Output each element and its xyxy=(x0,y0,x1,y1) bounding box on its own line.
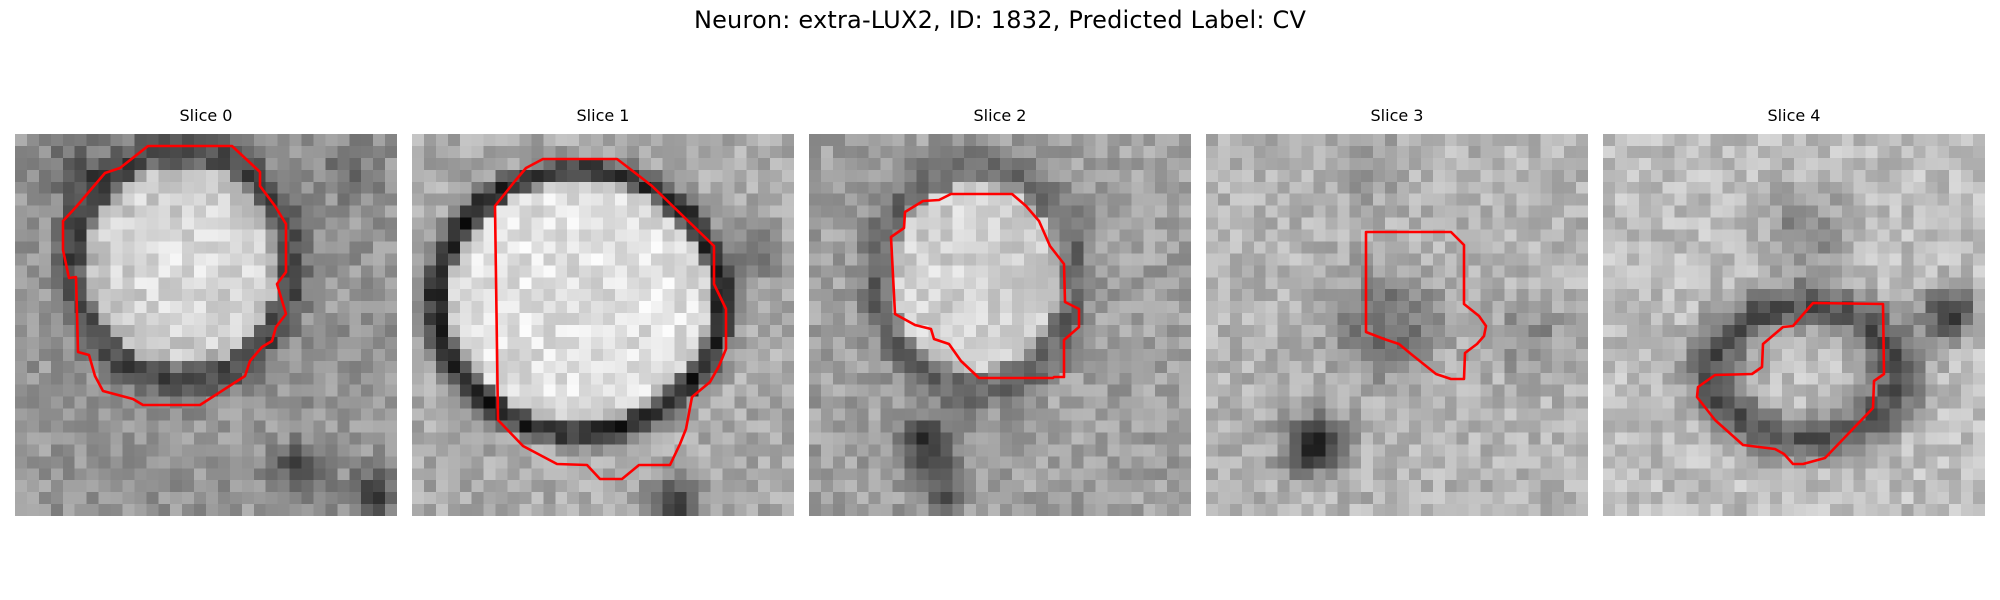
segmentation-contour xyxy=(1695,301,1886,466)
segmentation-contour xyxy=(493,157,728,481)
slice-title: Slice 2 xyxy=(973,106,1027,125)
grayscale-slice-image xyxy=(1206,134,1588,516)
slice-title: Slice 4 xyxy=(1767,106,1821,125)
grayscale-slice-image xyxy=(412,134,794,516)
segmentation-contour xyxy=(1364,230,1488,381)
segmentation-contour xyxy=(61,144,288,407)
slice-title: Slice 3 xyxy=(1370,106,1424,125)
grayscale-slice-image xyxy=(15,134,397,516)
slice-title: Slice 0 xyxy=(179,106,233,125)
slice-title: Slice 1 xyxy=(576,106,630,125)
figure-title: Neuron: extra-LUX2, ID: 1832, Predicted … xyxy=(693,6,1307,34)
grayscale-slice-image xyxy=(809,134,1191,516)
segmentation-contour xyxy=(889,192,1081,380)
